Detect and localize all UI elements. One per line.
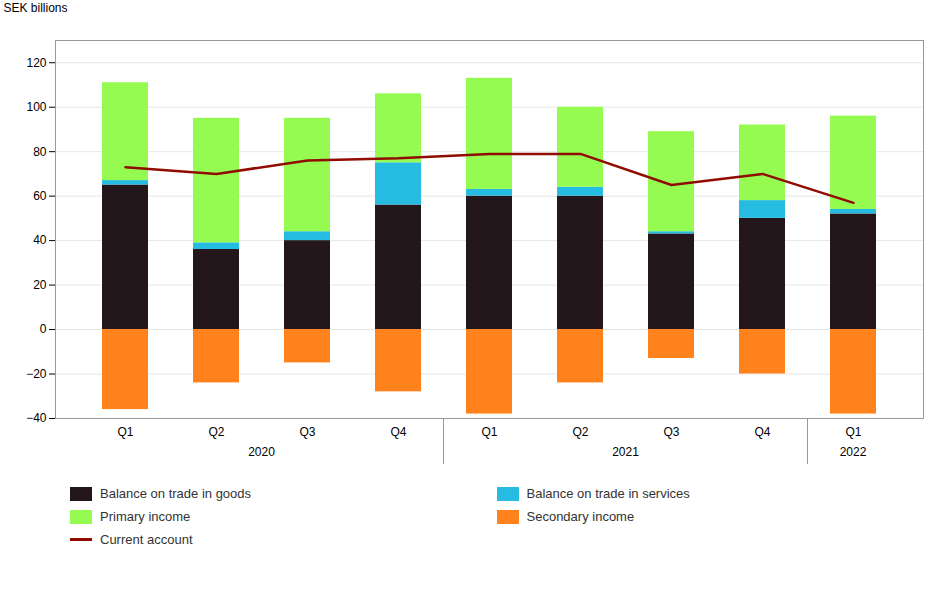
html-text:Secondary income: Secondary income (526, 509, 635, 524)
svg-text:2022: 2022 (840, 445, 867, 459)
svg-text:100: 100 (26, 100, 46, 114)
svg-text:Q4: Q4 (754, 425, 770, 439)
svg-text:Q4: Q4 (390, 425, 406, 439)
html-text:Balance on trade in services: Balance on trade in services (526, 486, 690, 501)
svg-text:0: 0 (40, 322, 47, 336)
svg-text:Q3: Q3 (663, 425, 679, 439)
html-text:Primary income: Primary income (100, 509, 191, 524)
svg-text:Q1: Q1 (117, 425, 133, 439)
svg-text:SEK billions: SEK billions (4, 1, 68, 15)
svg-text:−40: −40 (26, 411, 47, 425)
svg-text:120: 120 (26, 56, 46, 70)
svg-text:40: 40 (33, 233, 47, 247)
svg-text:60: 60 (33, 189, 47, 203)
svg-text:−20: −20 (26, 367, 47, 381)
svg-text:Q2: Q2 (572, 425, 588, 439)
svg-text:Q1: Q1 (845, 425, 861, 439)
html-text:Balance on trade in goods: Balance on trade in goods (100, 486, 252, 501)
svg-text:2021: 2021 (612, 445, 639, 459)
svg-text:80: 80 (33, 145, 47, 159)
svg-text:Q3: Q3 (299, 425, 315, 439)
svg-text:Q2: Q2 (208, 425, 224, 439)
html-text:Current account: Current account (100, 532, 193, 547)
svg-text:2020: 2020 (248, 445, 275, 459)
svg-text:Q1: Q1 (481, 425, 497, 439)
svg-text:20: 20 (33, 278, 47, 292)
